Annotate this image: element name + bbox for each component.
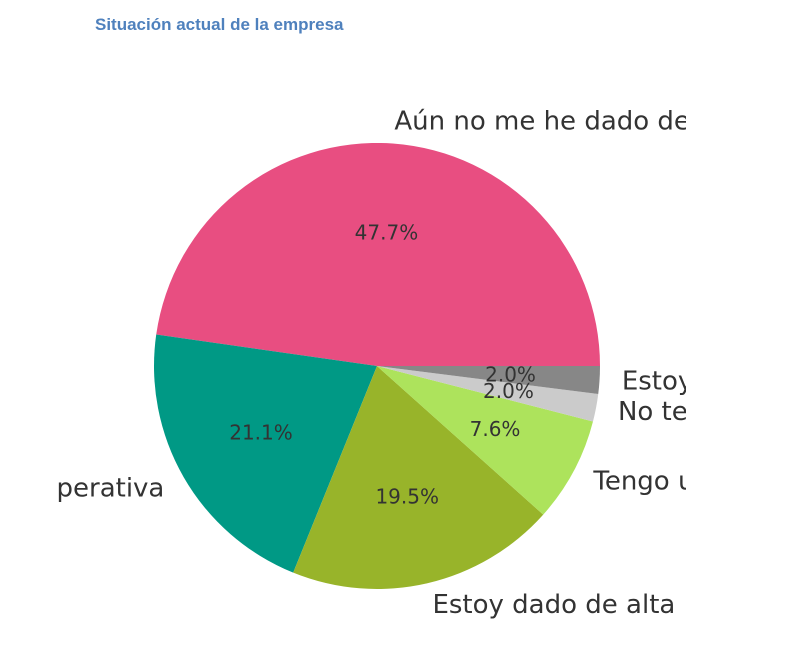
slice-category-label: Estoy — [622, 366, 693, 396]
slice-percentage: 21.1% — [229, 421, 293, 445]
slice-category-label: Tengo u — [592, 467, 694, 497]
pie-slice — [293, 366, 544, 589]
pie-slice — [154, 334, 377, 573]
slice-percentage: 2.0% — [485, 362, 536, 386]
pie-slice — [377, 366, 600, 394]
percentage-labels: 47.7% 21.1% 19.5% 7.6% 2.0%2.0% — [229, 221, 536, 509]
slice-category-label: perativa — [57, 473, 165, 503]
pie-slices — [154, 143, 600, 589]
category-labels: Aún no me he dado de perativa Estoy dado d… — [57, 106, 694, 620]
slice-category-label: No te — [618, 397, 688, 427]
slice-category-label: Estoy dado de alta — [432, 590, 675, 620]
slice-percentage: 47.7% — [355, 221, 419, 245]
pie-slice — [377, 366, 599, 422]
pie-slice — [377, 366, 593, 515]
slice-percentage: 7.6% — [470, 417, 521, 441]
slice-category-label: Aún no me he dado de — [394, 106, 690, 136]
slice-percentage: 19.5% — [375, 484, 439, 508]
pie-slice — [156, 143, 600, 366]
slice-percentage: 2.0% — [483, 379, 534, 403]
chart-title: Situación actual de la empresa — [95, 15, 344, 34]
